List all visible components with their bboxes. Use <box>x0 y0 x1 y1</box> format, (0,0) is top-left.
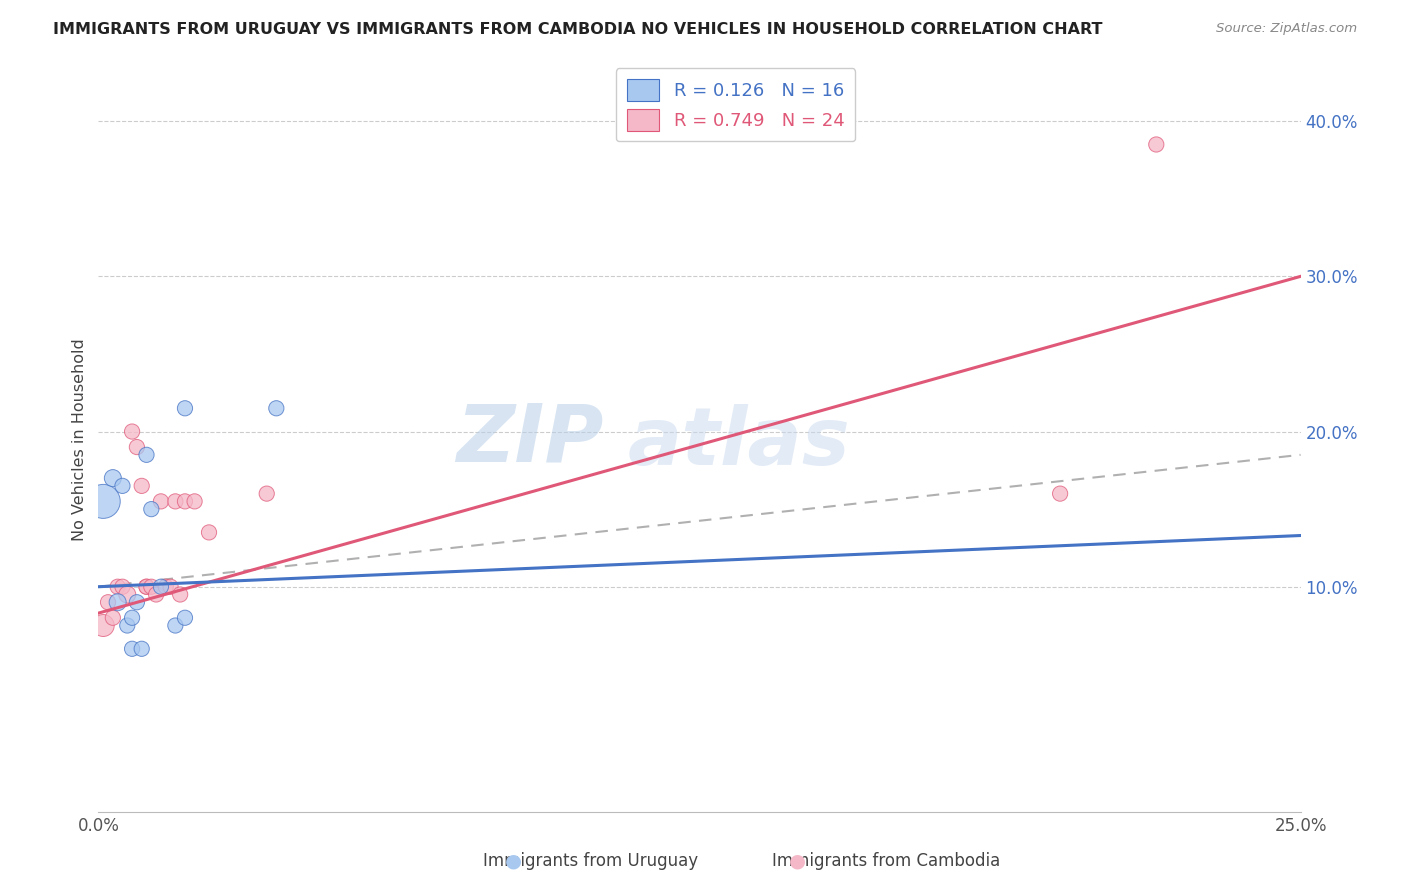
Point <box>183 494 205 508</box>
Text: ●: ● <box>789 851 806 871</box>
Point <box>165 618 187 632</box>
Legend: R = 0.126   N = 16, R = 0.749   N = 24: R = 0.126 N = 16, R = 0.749 N = 24 <box>616 69 855 142</box>
Point <box>256 486 278 500</box>
Point <box>91 618 114 632</box>
Point <box>1144 137 1167 152</box>
Point <box>149 494 172 508</box>
Point <box>101 611 124 625</box>
Point <box>125 595 148 609</box>
Point <box>165 494 187 508</box>
Point <box>117 618 139 632</box>
Point <box>174 401 197 416</box>
Point <box>135 580 157 594</box>
Point <box>198 525 221 540</box>
Point <box>266 401 288 416</box>
Point <box>1049 486 1071 500</box>
Point <box>121 425 143 439</box>
Point <box>174 611 197 625</box>
Point <box>135 448 157 462</box>
Point <box>135 580 157 594</box>
Point <box>159 580 181 594</box>
Point <box>121 641 143 656</box>
Point <box>111 580 134 594</box>
Text: Source: ZipAtlas.com: Source: ZipAtlas.com <box>1216 22 1357 36</box>
Point <box>145 587 167 601</box>
Point <box>107 595 129 609</box>
Point <box>141 580 163 594</box>
Text: ZIP: ZIP <box>456 401 603 478</box>
Point <box>149 580 172 594</box>
Point <box>169 587 191 601</box>
Point <box>155 580 177 594</box>
Point <box>174 494 197 508</box>
Point <box>117 587 139 601</box>
Point <box>101 471 124 485</box>
Point <box>91 494 114 508</box>
Point <box>131 641 153 656</box>
Point <box>141 502 163 516</box>
Text: IMMIGRANTS FROM URUGUAY VS IMMIGRANTS FROM CAMBODIA NO VEHICLES IN HOUSEHOLD COR: IMMIGRANTS FROM URUGUAY VS IMMIGRANTS FR… <box>53 22 1102 37</box>
Text: Immigrants from Cambodia: Immigrants from Cambodia <box>772 852 1000 870</box>
Point <box>111 479 134 493</box>
Point <box>131 479 153 493</box>
Y-axis label: No Vehicles in Household: No Vehicles in Household <box>72 338 87 541</box>
Point <box>125 440 148 454</box>
Point <box>121 611 143 625</box>
Text: Immigrants from Uruguay: Immigrants from Uruguay <box>482 852 699 870</box>
Text: ●: ● <box>505 851 522 871</box>
Text: atlas: atlas <box>627 404 851 482</box>
Point <box>97 595 120 609</box>
Point <box>107 580 129 594</box>
